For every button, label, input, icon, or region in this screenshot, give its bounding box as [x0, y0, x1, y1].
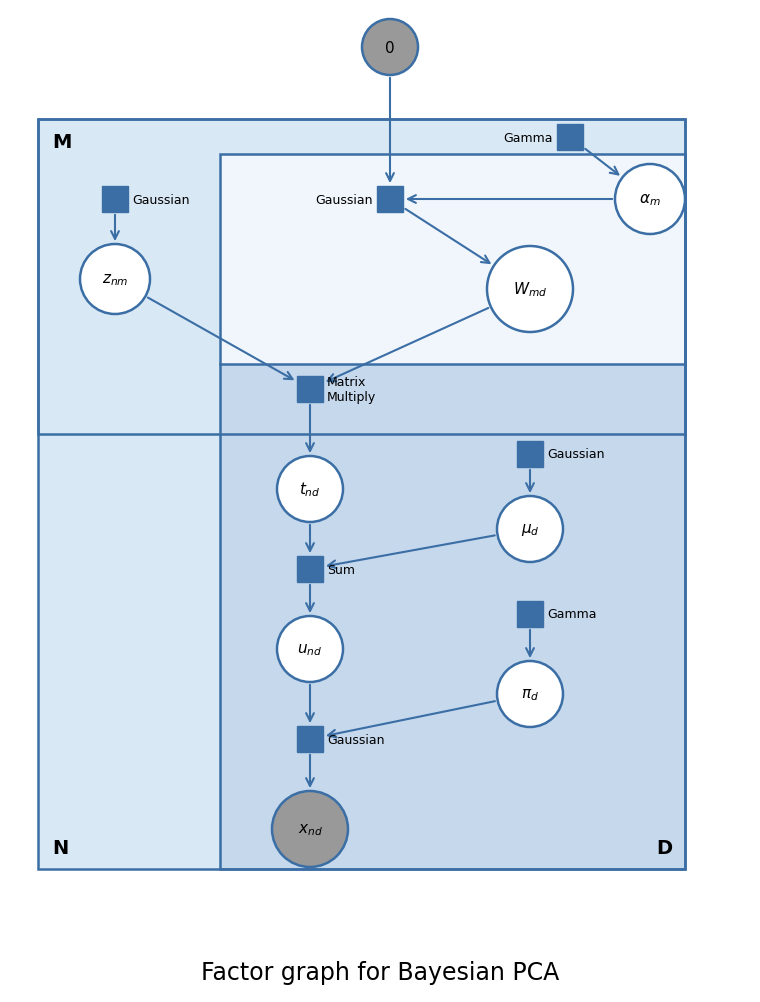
- Circle shape: [497, 661, 563, 727]
- Bar: [297, 726, 323, 753]
- Text: M: M: [52, 133, 71, 152]
- Text: $\pi_d$: $\pi_d$: [521, 686, 539, 702]
- Circle shape: [80, 244, 150, 315]
- Text: Sum: Sum: [327, 563, 355, 576]
- Bar: [557, 125, 583, 151]
- Circle shape: [497, 497, 563, 562]
- Text: Matrix
Multiply: Matrix Multiply: [327, 376, 376, 404]
- Text: $\alpha_m$: $\alpha_m$: [639, 192, 661, 207]
- Text: Gaussian: Gaussian: [315, 193, 373, 206]
- Text: D: D: [656, 838, 672, 857]
- Circle shape: [277, 616, 343, 682]
- Bar: [220, 155, 685, 869]
- Bar: [220, 155, 685, 869]
- Circle shape: [272, 792, 348, 867]
- Text: Gamma: Gamma: [503, 131, 553, 144]
- Bar: [38, 435, 685, 869]
- Circle shape: [615, 165, 685, 234]
- Bar: [38, 120, 685, 435]
- Text: Gaussian: Gaussian: [327, 732, 385, 745]
- Bar: [38, 120, 685, 435]
- Circle shape: [362, 20, 418, 76]
- Bar: [102, 186, 128, 212]
- Circle shape: [277, 457, 343, 522]
- Text: N: N: [52, 838, 68, 857]
- Text: $W_{md}$: $W_{md}$: [513, 281, 547, 299]
- Text: $\mu_d$: $\mu_d$: [521, 521, 540, 537]
- Bar: [517, 442, 543, 468]
- Text: $x_{nd}$: $x_{nd}$: [297, 822, 322, 837]
- Text: Gaussian: Gaussian: [547, 448, 604, 461]
- Text: $t_{nd}$: $t_{nd}$: [299, 480, 321, 499]
- Text: 0: 0: [385, 40, 394, 55]
- Bar: [297, 377, 323, 403]
- Bar: [38, 120, 685, 869]
- Bar: [220, 155, 685, 365]
- Text: $u_{nd}$: $u_{nd}$: [297, 641, 322, 657]
- Bar: [517, 601, 543, 627]
- Bar: [377, 186, 403, 212]
- Circle shape: [487, 246, 573, 333]
- Text: Gamma: Gamma: [547, 608, 597, 621]
- Text: Factor graph for Bayesian PCA: Factor graph for Bayesian PCA: [201, 960, 559, 984]
- Bar: [297, 556, 323, 582]
- Text: Gaussian: Gaussian: [132, 193, 189, 206]
- Text: $z_{nm}$: $z_{nm}$: [102, 272, 128, 288]
